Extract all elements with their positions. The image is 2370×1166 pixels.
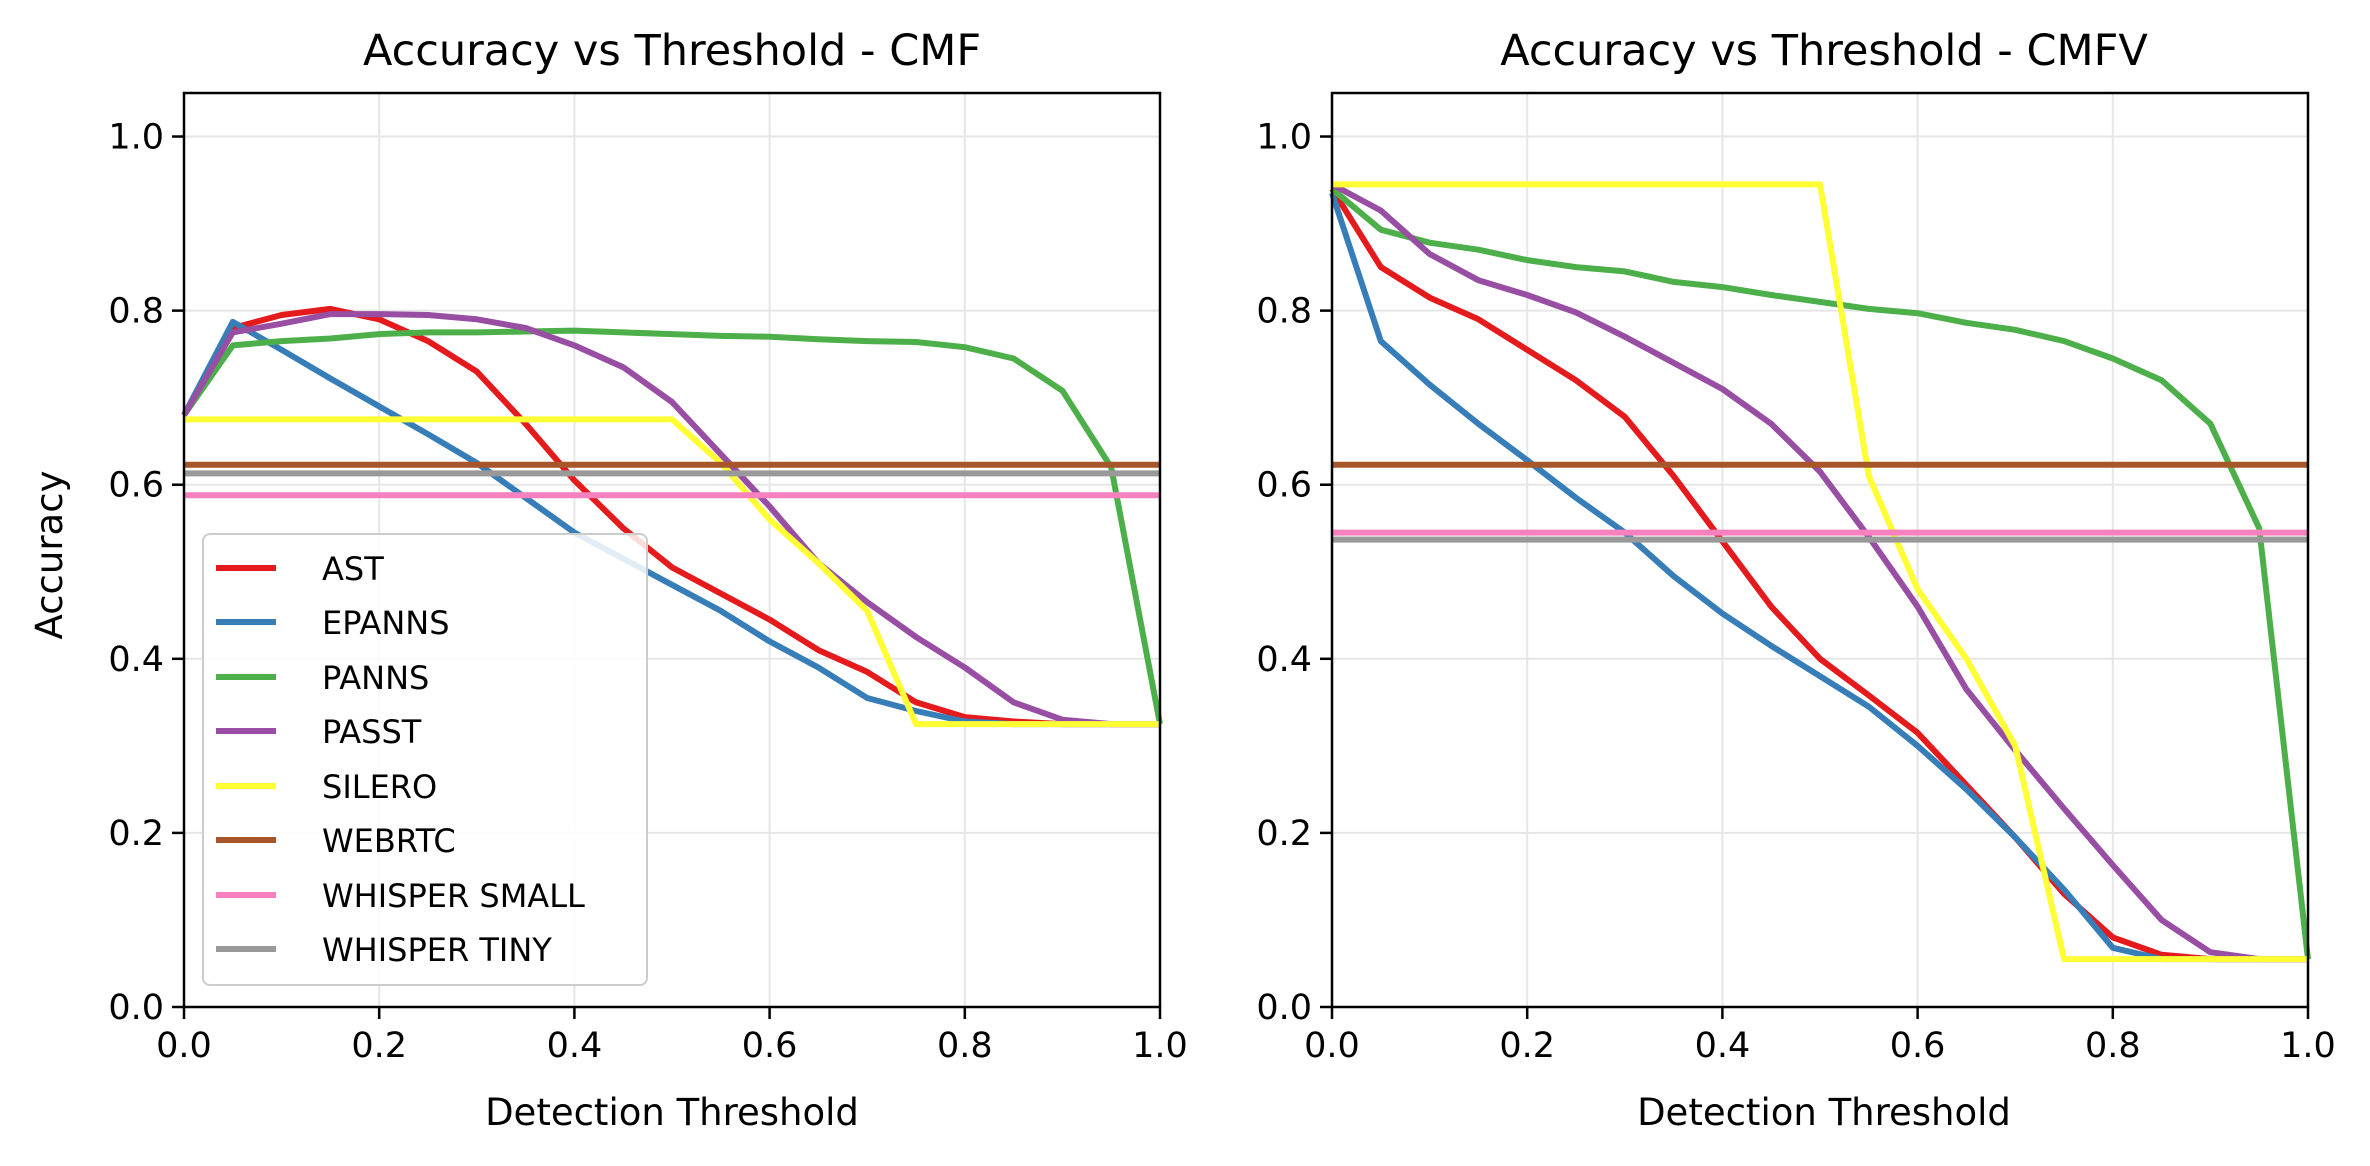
x-tick-label-0-4: 0.4 (1695, 1026, 1751, 1066)
x-tick-label-0-0: 0.0 (1304, 1026, 1360, 1066)
plot-frame-cmf (182, 91, 1162, 1009)
legend-item-panns: PANNS (216, 659, 429, 697)
series-line-ast-cmfv (1329, 187, 2308, 963)
x-tick-label-0-8: 0.8 (2085, 1026, 2141, 1066)
legend-item-ast: AST (216, 550, 384, 588)
y-tick-label-0-2: 0.2 (108, 814, 164, 854)
y-tick-label-1-0: 1.0 (108, 118, 164, 158)
legend-label-panns: PANNS (322, 659, 429, 697)
series-line-panns-cmfv (1330, 186, 2311, 960)
legend-item-webrtc: WEBRTC (216, 822, 456, 860)
x-tick-label-0-0: 0.0 (156, 1026, 212, 1066)
lines-cmf (181, 305, 1163, 728)
legend-label-whisper-tiny: WHISPER TINY (322, 931, 552, 969)
y-tick-label-0-2: 0.2 (1256, 814, 1312, 854)
lines-cmfv (1329, 181, 2311, 963)
y-axis-label-cmf: Accuracy (28, 471, 71, 640)
legend-label-silero: SILERO (322, 768, 437, 806)
x-axis-label-cmf: Detection Threshold (485, 1091, 859, 1134)
x-tick-label-0-4: 0.4 (547, 1026, 603, 1066)
y-tick-label-0-0: 0.0 (1256, 988, 1312, 1028)
series-line-passt-cmfv (1330, 181, 2308, 963)
ticks-cmfv: 0.0 0.2 0.4 0.6 0.8 1.0 0.0 0.2 0.4 0.6 0.8 1.0 (1256, 118, 2336, 1066)
x-tick-label-0-2: 0.2 (1499, 1026, 1555, 1066)
series-line-panns-cmf (181, 327, 1163, 725)
y-tick-label-0-4: 0.4 (1256, 640, 1312, 680)
legend-label-whisper-small: WHISPER SMALL (322, 877, 585, 915)
y-tick-label-0-6: 0.6 (1256, 466, 1312, 506)
series-line-epanns-cmfv (1329, 192, 2308, 963)
x-tick-label-0-8: 0.8 (937, 1026, 993, 1066)
y-tick-label-1-0: 1.0 (1256, 118, 1312, 158)
plot-frame-cmfv (1330, 91, 2310, 1009)
series-line-silero-cmf (184, 416, 1160, 728)
series-line-silero-cmfv (1332, 181, 2308, 963)
legend-item-passt: PASST (216, 713, 422, 751)
chart-panel-cmfv: Accuracy vs Threshold - CMFV Detection T… (1256, 26, 2336, 1134)
legend-label-epanns: EPANNS (322, 604, 450, 642)
ticks-cmf: 0.0 0.2 0.4 0.6 0.8 1.0 0.0 0.2 0.4 0.6 0.8 1.0 (108, 118, 1188, 1066)
x-tick-label-1-0: 1.0 (1132, 1026, 1188, 1066)
x-tick-label-0-6: 0.6 (1890, 1026, 1946, 1066)
x-tick-label-0-6: 0.6 (742, 1026, 798, 1066)
legend-label-ast: AST (322, 550, 384, 588)
legend-item-whisper-small: WHISPER SMALL (216, 877, 585, 915)
legend-label-passt: PASST (322, 713, 422, 751)
chart-title-cmfv: Accuracy vs Threshold - CMFV (1500, 26, 2148, 76)
legend-label-webrtc: WEBRTC (322, 822, 456, 860)
y-tick-label-0-0: 0.0 (108, 988, 164, 1028)
x-tick-label-0-2: 0.2 (351, 1026, 407, 1066)
series-line-passt-cmf (181, 311, 1160, 728)
chart-panel-cmf: Accuracy vs Threshold - CMF Detection Th… (28, 26, 1188, 1134)
legend-item-whisper-tiny: WHISPER TINY (216, 931, 552, 969)
y-tick-label-0-4: 0.4 (108, 640, 164, 680)
legend-item-silero: SILERO (216, 768, 437, 806)
chart-title-cmf: Accuracy vs Threshold - CMF (363, 26, 981, 76)
y-tick-label-0-8: 0.8 (108, 292, 164, 332)
legend-box (202, 533, 648, 986)
x-axis-label-cmfv: Detection Threshold (1637, 1091, 2011, 1134)
y-tick-label-0-8: 0.8 (1256, 292, 1312, 332)
y-tick-label-0-6: 0.6 (108, 466, 164, 506)
legend-item-epanns: EPANNS (216, 604, 450, 642)
legend: AST EPANNS PANNS PASST SILERO WEBRTC (202, 533, 648, 986)
x-tick-label-1-0: 1.0 (2280, 1026, 2336, 1066)
